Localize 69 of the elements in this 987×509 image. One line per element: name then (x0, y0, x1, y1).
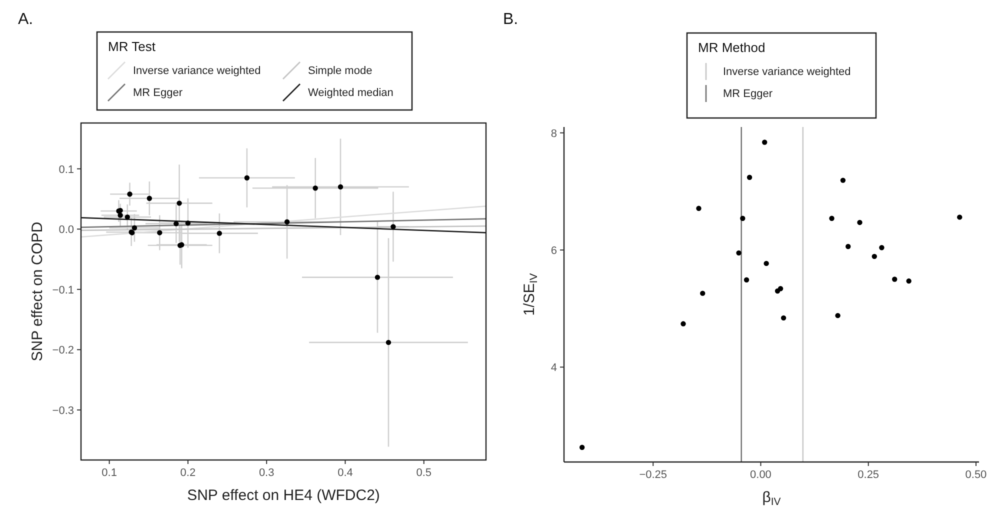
point (284, 219, 290, 224)
x-tick-label: 0.4 (338, 467, 353, 479)
point (244, 175, 250, 180)
y-tick-label: 0.1 (58, 164, 74, 176)
point (176, 200, 182, 206)
legend-label: Inverse variance weighted (723, 66, 851, 78)
point (124, 214, 130, 220)
x-axis-title: β$_{IV}$ (762, 489, 781, 508)
point (374, 274, 380, 280)
point (857, 220, 862, 226)
point (762, 140, 768, 145)
point (157, 230, 162, 236)
y-tick-label: −0.3 (52, 404, 74, 417)
point (740, 216, 746, 221)
point (185, 220, 191, 226)
ref-line-label: MR Egger (723, 88, 773, 100)
x-tick-label: 0.1 (102, 467, 117, 479)
y-tick-label: 8 (550, 128, 557, 140)
point (778, 286, 784, 292)
y-axis-title: SNP effect on COPD (29, 222, 46, 362)
y-tick-label: 4 (550, 362, 557, 374)
x-tick-label: 0.00 (750, 469, 772, 481)
point (216, 230, 222, 236)
point (846, 244, 851, 250)
point (872, 254, 877, 260)
point (829, 216, 834, 221)
x-tick-label: 0.25 (858, 469, 880, 481)
point (744, 277, 750, 282)
legend-label: Weighted median (308, 87, 394, 99)
point (736, 250, 742, 256)
point (879, 245, 884, 250)
point (579, 444, 585, 450)
point (746, 174, 752, 180)
point (680, 321, 686, 326)
x-tick-label: −0.25 (639, 469, 668, 481)
x-tick-label: 0.50 (965, 469, 987, 481)
point (118, 212, 123, 218)
legend-label: Simple mode (308, 65, 372, 77)
point (700, 290, 706, 296)
point (835, 312, 840, 318)
point (764, 260, 769, 266)
x-tick-label: 0.3 (258, 467, 274, 479)
x-axis-title: SNP effect on HE4 (WFDC2) (187, 487, 380, 504)
legend-title: MR Method (698, 40, 766, 55)
point (146, 196, 152, 201)
y-tick-label: 6 (550, 244, 557, 257)
point (957, 214, 962, 220)
point (174, 221, 179, 226)
legend-label: Inverse variance weighted (133, 65, 261, 77)
point (840, 178, 846, 183)
legend-title: MR Test (108, 39, 156, 54)
point (312, 186, 318, 191)
x-tick-label: 0.2 (180, 467, 196, 479)
y-tick-label: 0.0 (58, 224, 74, 236)
chart-title: A. (18, 11, 34, 28)
point (892, 276, 898, 282)
y-tick-label: −0.1 (52, 284, 74, 296)
legend-label: MR Egger (133, 87, 183, 99)
chart-title: B. (503, 11, 518, 28)
point (127, 192, 132, 197)
point (696, 206, 702, 212)
y-tick-label: −0.2 (52, 344, 74, 357)
x-tick-label: 0.5 (416, 467, 432, 479)
point (390, 224, 396, 230)
point (386, 340, 392, 346)
point (906, 278, 912, 284)
point (132, 225, 138, 230)
point (338, 184, 344, 190)
point (780, 315, 786, 321)
